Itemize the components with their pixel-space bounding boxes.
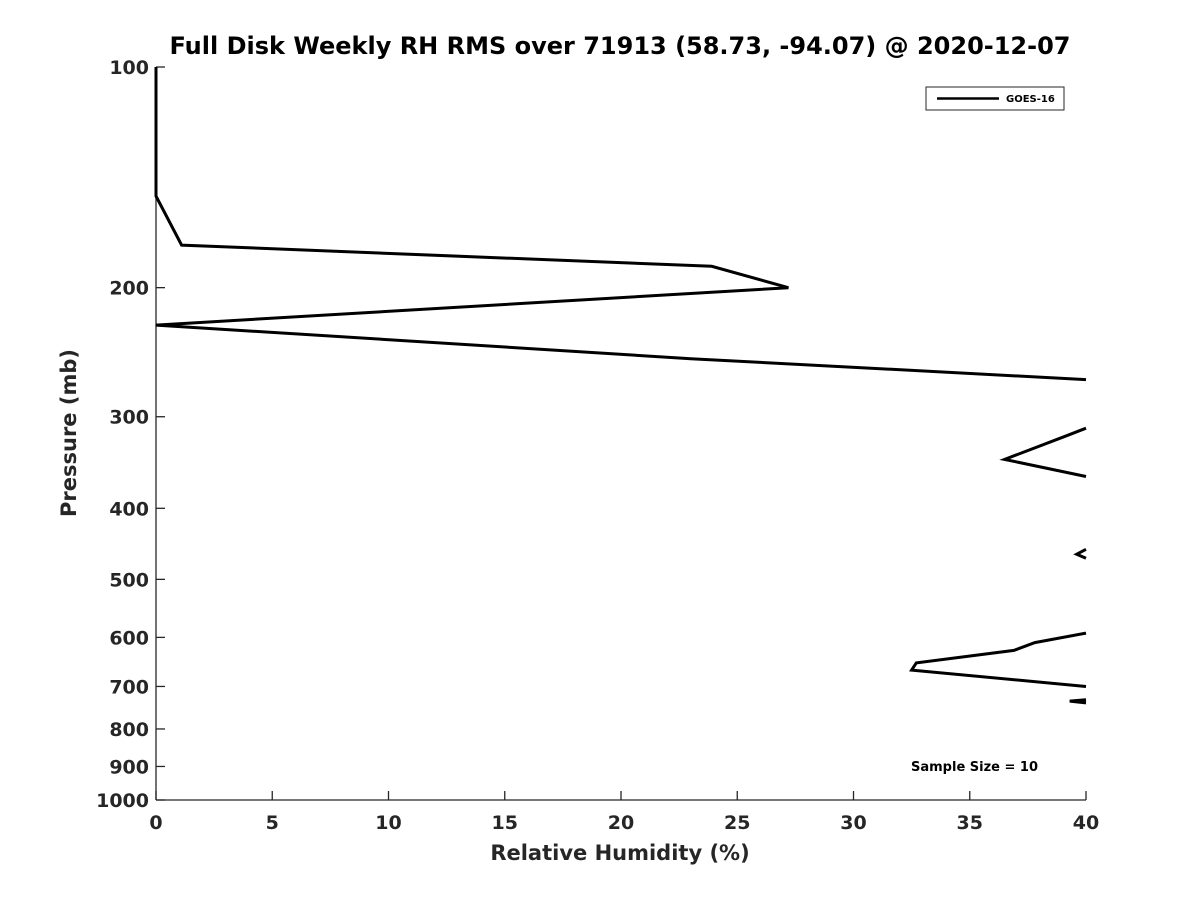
y-tick-label-200: 200 — [109, 278, 149, 300]
y-tick-label-300: 300 — [109, 407, 149, 429]
series-goes-16-segment-0 — [154, 67, 1087, 382]
x-tick-label-15: 15 — [492, 812, 518, 834]
legend-entry-goes-16: GOES-16 — [1006, 94, 1055, 105]
y-axis-label: Pressure (mb) — [57, 349, 81, 517]
series-goes-16-segment-1 — [999, 426, 1087, 478]
x-tick-label-0: 0 — [149, 812, 162, 834]
y-tick-label-800: 800 — [109, 719, 149, 741]
y-tick-label-1000: 1000 — [96, 790, 149, 812]
x-tick-label-25: 25 — [724, 812, 750, 834]
y-tick-label-400: 400 — [109, 498, 149, 520]
y-tick-label-600: 600 — [109, 627, 149, 649]
x-tick-label-10: 10 — [375, 812, 401, 834]
chart-title: Full Disk Weekly RH RMS over 71913 (58.7… — [169, 32, 1070, 60]
x-tick-label-35: 35 — [957, 812, 983, 834]
y-tick-label-900: 900 — [109, 756, 149, 778]
x-tick-label-20: 20 — [608, 812, 634, 834]
series-goes-16-segment-2 — [1073, 547, 1087, 560]
x-tick-label-30: 30 — [840, 812, 866, 834]
y-tick-label-700: 700 — [109, 676, 149, 698]
series-layer — [154, 67, 1087, 705]
sample-size-annotation: Sample Size = 10 — [911, 760, 1038, 775]
y-tick-label-100: 100 — [109, 57, 149, 79]
y-tick-label-500: 500 — [109, 569, 149, 591]
x-tick-label-5: 5 — [266, 812, 279, 834]
x-tick-label-40: 40 — [1073, 812, 1099, 834]
series-goes-16-segment-3 — [908, 631, 1087, 688]
x-axis-ticks: 0 5 10 15 20 25 30 35 40 — [149, 791, 1099, 834]
x-axis-label: Relative Humidity (%) — [490, 841, 749, 865]
plot-area: 0 5 10 15 20 25 30 35 40 100 200 300 400 500 600 700 80… — [96, 57, 1099, 834]
series-goes-16-segment-4 — [1069, 698, 1087, 705]
y-axis-ticks: 100 200 300 400 500 600 700 800 900 1000 — [96, 57, 165, 812]
legend: GOES-16 — [925, 86, 1065, 111]
